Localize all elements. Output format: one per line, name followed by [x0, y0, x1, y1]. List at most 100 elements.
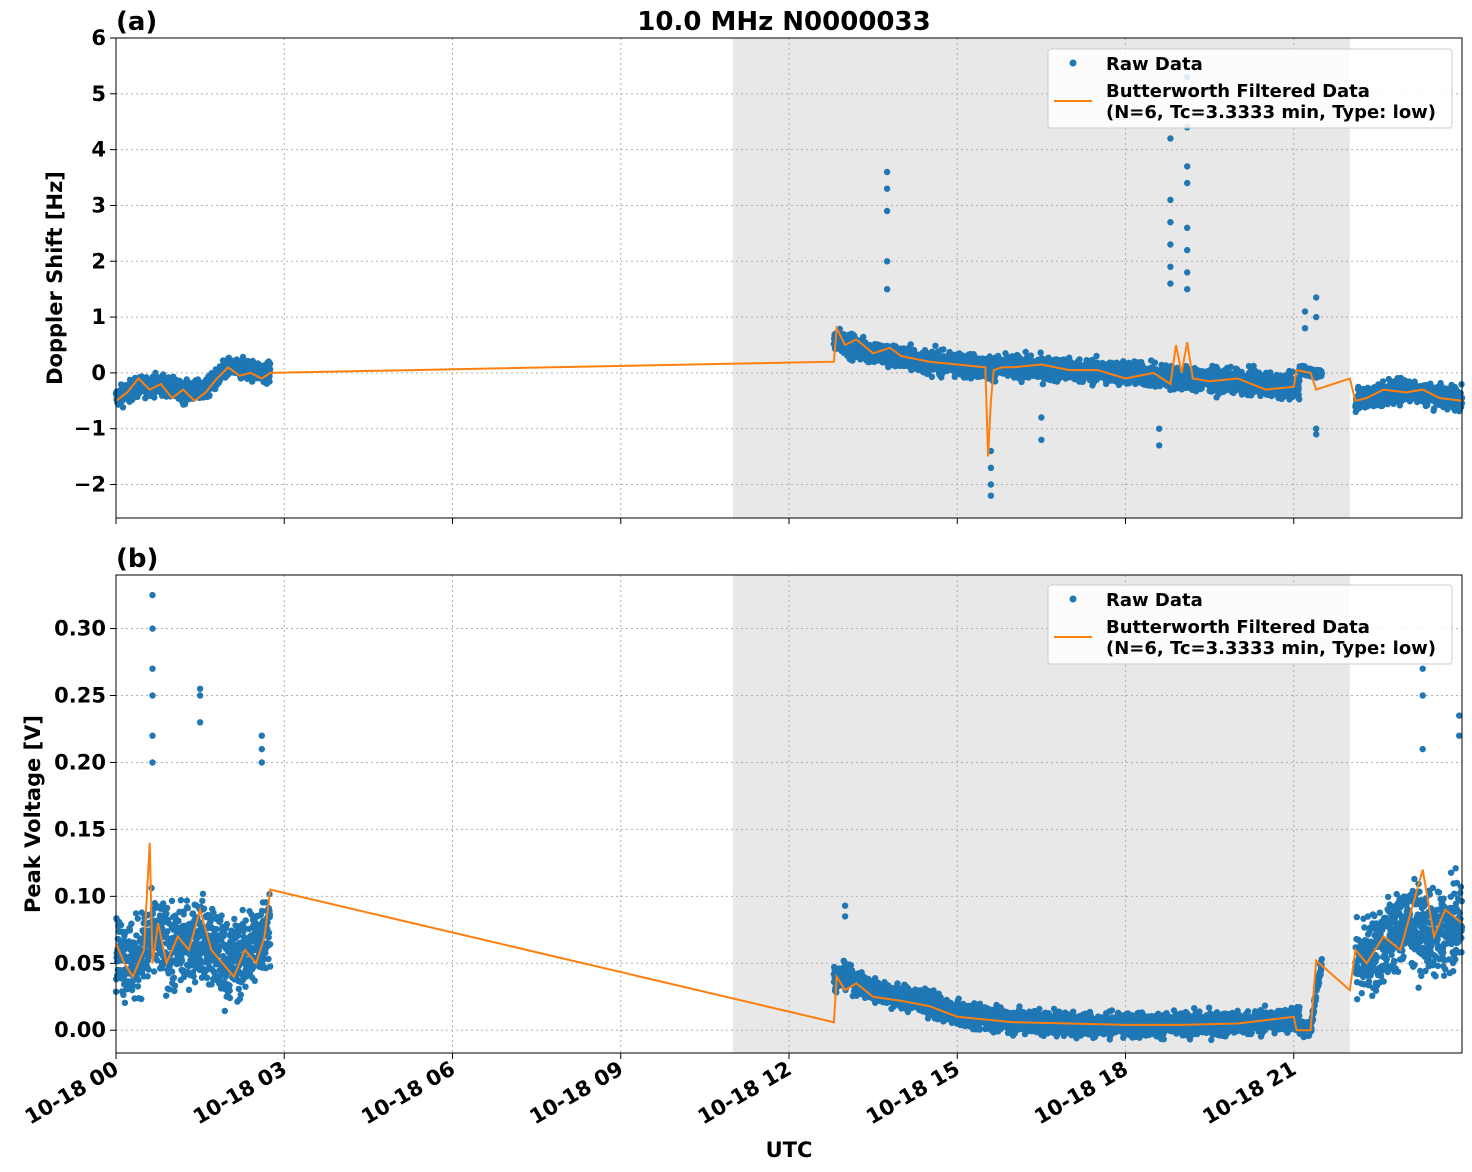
raw-outlier-point: [883, 258, 891, 265]
raw-data-point: [190, 973, 197, 980]
legend-filtered-label-a-2: (N=6, Tc=3.3333 min, Type: low): [1106, 102, 1436, 123]
raw-data-point: [932, 342, 939, 349]
raw-data-point: [1296, 396, 1303, 403]
raw-data-point: [200, 905, 208, 912]
raw-outlier-point: [1038, 414, 1045, 421]
raw-data-point: [144, 973, 151, 980]
raw-outlier-point: [1313, 313, 1320, 321]
y-tick-label: −2: [74, 473, 106, 497]
legend-filtered-label-a-1: Butterworth Filtered Data: [1106, 81, 1370, 102]
raw-data-point: [184, 904, 191, 912]
doppler-panel: −2 −1 0 1 2 3 4 5 6 (a) Doppler Shift [Hz] Raw D…: [43, 7, 1466, 524]
raw-outlier-point: [883, 185, 891, 192]
y-tick-label: 6: [91, 26, 106, 50]
y-tick-label: 5: [91, 82, 106, 106]
raw-data-point: [181, 400, 189, 408]
raw-data-point: [171, 982, 179, 989]
raw-outlier-point: [1301, 308, 1309, 315]
raw-outlier-point: [1184, 224, 1191, 231]
raw-outlier-point: [1313, 431, 1320, 438]
raw-outlier-point: [1167, 280, 1174, 287]
raw-data-point: [128, 920, 135, 927]
raw-outlier-point: [1184, 246, 1191, 254]
raw-data-point: [183, 897, 191, 904]
y-tick-label: 3: [91, 193, 106, 217]
raw-data-point: [199, 890, 207, 897]
raw-data-point: [145, 966, 152, 973]
raw-data-point: [1076, 356, 1083, 363]
raw-data-point: [1318, 370, 1326, 377]
y-ticks-a: −2 −1 0 1 2 3 4 5 6: [74, 26, 116, 497]
raw-outlier-point: [987, 464, 995, 471]
y-tick-label: 2: [91, 249, 106, 273]
voltage-panel: 0.000.050.100.150.200.250.30 10-18 00 10-…: [21, 544, 1466, 1129]
chart-title: 10.0 MHz N0000033: [637, 7, 930, 37]
raw-data-point: [134, 983, 142, 990]
raw-outlier-point: [1184, 179, 1191, 187]
raw-data-point: [266, 360, 274, 367]
raw-outlier-point: [883, 207, 891, 215]
legend-a: Raw Data Butterworth Filtered Data (N=6,…: [1047, 48, 1453, 129]
raw-data-point: [1289, 368, 1296, 375]
raw-outlier-point: [1184, 269, 1191, 276]
raw-outlier-point: [987, 492, 995, 499]
raw-data-point: [135, 976, 142, 984]
raw-data-point: [168, 897, 176, 904]
raw-outlier-point: [1167, 135, 1174, 142]
raw-data-point: [266, 378, 273, 385]
raw-data-point: [206, 392, 213, 399]
raw-data-point: [151, 394, 158, 401]
legend-raw-label-a: Raw Data: [1106, 54, 1203, 75]
raw-data-point: [1027, 352, 1035, 359]
raw-data-point: [860, 333, 867, 341]
raw-data-point: [134, 915, 141, 922]
raw-outlier-point: [1167, 219, 1174, 226]
panel-label-a: (a): [116, 7, 157, 37]
raw-outlier-point: [1313, 425, 1320, 432]
raw-outlier-point: [1313, 294, 1320, 301]
raw-data-point: [163, 910, 170, 917]
raw-data-point: [199, 897, 206, 905]
y-axis-label-a: Doppler Shift [Hz]: [43, 171, 67, 385]
raw-outlier-point: [883, 168, 891, 176]
raw-data-point: [907, 341, 914, 348]
y-tick-label: 1: [91, 305, 106, 329]
raw-outlier-point: [1184, 163, 1191, 170]
raw-data-point: [203, 974, 211, 981]
raw-outlier-point: [1167, 263, 1174, 270]
raw-data-point: [180, 911, 187, 918]
y-tick-label: 0: [91, 361, 106, 385]
raw-outlier-point: [1167, 241, 1174, 248]
raw-outlier-point: [1184, 286, 1191, 293]
raw-data-point: [168, 968, 176, 975]
raw-outlier-point: [1301, 325, 1309, 332]
raw-data-point: [1296, 377, 1303, 385]
raw-data-point: [163, 992, 170, 999]
raw-data-point: [126, 927, 134, 934]
y-tick-label: 4: [91, 138, 106, 162]
legend-raw-marker-a: [1069, 59, 1077, 67]
raw-data-point: [175, 917, 182, 925]
raw-data-point: [239, 353, 247, 361]
raw-data-point: [218, 912, 225, 919]
raw-data-point: [928, 373, 936, 381]
raw-outlier-point: [1038, 436, 1045, 444]
raw-data-point: [1093, 352, 1100, 360]
raw-data-point: [1151, 359, 1159, 366]
raw-outlier-point: [1156, 425, 1163, 432]
raw-data-point: [170, 974, 178, 981]
raw-data-point: [185, 986, 193, 993]
raw-data-point: [1295, 384, 1302, 392]
y-tick-label: −1: [74, 417, 106, 441]
raw-outlier-point: [883, 286, 891, 293]
raw-data-point: [191, 979, 199, 986]
raw-data-point: [117, 921, 125, 929]
raw-data-point: [121, 999, 129, 1006]
raw-data-point: [178, 957, 186, 964]
raw-data-point: [138, 995, 145, 1003]
raw-outlier-point: [1156, 442, 1163, 449]
raw-data-point: [163, 904, 171, 912]
raw-data-point: [1379, 378, 1387, 385]
raw-data-point: [213, 925, 220, 933]
